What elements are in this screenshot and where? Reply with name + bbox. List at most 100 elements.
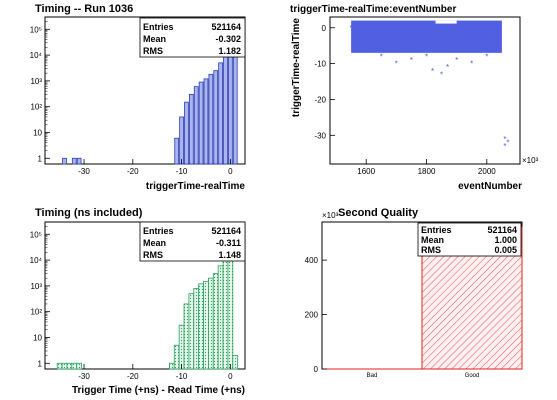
- x-tick-label: -10: [176, 167, 188, 176]
- histogram-bin: [232, 355, 239, 370]
- histogram-bar: [208, 73, 214, 165]
- y-tick-label: -20: [314, 95, 326, 104]
- scatter-point: *: [380, 52, 383, 61]
- x-tick-label: -30: [78, 167, 90, 176]
- histogram-bar: [193, 86, 199, 165]
- scatter-point: *: [431, 67, 434, 76]
- plot-frame: [329, 16, 521, 165]
- histogram-bin: [208, 277, 214, 370]
- histogram-bar: [71, 157, 77, 165]
- y-tick-label: 10²: [30, 308, 42, 317]
- histogram-bar: [62, 157, 67, 165]
- y-axis: 0 -10 -20 -30: [314, 24, 335, 140]
- scatter-point: *: [425, 52, 428, 61]
- histogram-bar: [218, 62, 223, 165]
- y-axis: 0 200 400: [305, 256, 327, 374]
- stats-value: -0.302: [215, 34, 241, 44]
- x-tick-label: Good: [465, 373, 480, 379]
- panel-timing-run: Timing -- Run 1036 1 10 10² 10³ 10⁴ 10⁵ -30 -2…: [30, 3, 246, 192]
- y-tick-label: 0: [322, 24, 327, 33]
- stats-label: RMS: [143, 46, 163, 56]
- stats-value: 1.182: [218, 46, 241, 56]
- histogram-bin: [61, 362, 68, 370]
- stats-label: RMS: [421, 245, 441, 255]
- stats-box: Entries 521164 Mean -0.302 RMS 1.182: [139, 17, 246, 58]
- histogram-bar: [184, 101, 189, 165]
- y-tick-label: 10: [33, 128, 42, 137]
- stats-value: 1.000: [494, 235, 517, 245]
- y-tick-label: 1: [38, 154, 43, 163]
- histogram-bin: [222, 251, 229, 370]
- stats-value: 521164: [487, 225, 517, 235]
- scatter-point: *: [497, 45, 500, 54]
- scatter-dense-band: [351, 20, 502, 53]
- stats-value: -0.311: [216, 238, 241, 248]
- histogram-bin: [71, 362, 78, 370]
- x-tick-label: Bad: [367, 373, 378, 379]
- stats-box: Entries 521164 Mean -0.311 RMS 1.148: [139, 221, 246, 262]
- scatter-gap: [435, 20, 457, 24]
- histogram-bin: [56, 362, 63, 370]
- scatter-point: *: [446, 63, 449, 72]
- chart-title: Timing -- Run 1036: [35, 3, 133, 15]
- y-tick-label: 10⁵: [30, 25, 42, 34]
- x-axis-title: Trigger Time (+ns) - Read Time (+ns): [72, 385, 245, 396]
- stats-label: Entries: [143, 22, 174, 32]
- y-exponent-label: ×10³: [322, 211, 339, 220]
- x-tick-label: -20: [127, 167, 139, 176]
- histogram-bar: [174, 137, 180, 165]
- y-tick-label: 1: [38, 359, 43, 368]
- y-axis-title: triggerTime-realTime: [291, 18, 302, 118]
- histogram-bin: [198, 283, 204, 370]
- y-tick-label: -30: [314, 131, 326, 140]
- stats-value: 521164: [211, 22, 241, 32]
- chart-title: Second Quality: [338, 207, 419, 219]
- histogram-bin: [66, 362, 73, 370]
- histogram-bars: [62, 21, 238, 165]
- histogram-bin: [76, 362, 82, 370]
- x-exponent-label: ×10³: [522, 156, 539, 165]
- histogram-bar: [188, 93, 194, 165]
- y-tick-label: 10⁵: [30, 230, 42, 239]
- scatter-point: *: [410, 56, 413, 65]
- stats-value: 1.148: [218, 250, 241, 260]
- x-tick-label: 0: [228, 372, 233, 381]
- stats-label: Entries: [421, 225, 452, 235]
- histogram-bin: [217, 265, 224, 370]
- stats-label: Mean: [143, 34, 166, 44]
- x-axis: -30 -20 -10 0: [78, 364, 233, 381]
- stats-label: RMS: [143, 250, 163, 260]
- y-tick-label: 10³: [30, 282, 42, 291]
- scatter-point: *: [506, 138, 509, 147]
- x-axis: Bad Good: [367, 373, 480, 379]
- x-axis-title: eventNumber: [458, 181, 522, 192]
- x-axis: -30 -20 -10 0: [78, 159, 233, 176]
- histogram-bar: [203, 78, 209, 165]
- scatter-point: *: [485, 52, 488, 61]
- x-tick-label: 0: [228, 167, 233, 176]
- y-axis: 1 10 10² 10³ 10⁴ 10⁵: [30, 16, 50, 163]
- histogram-bin: [178, 324, 185, 370]
- x-tick-label: 1600: [357, 167, 375, 176]
- stats-box: Entries 521164 Mean 1.000 RMS 0.005: [417, 222, 522, 257]
- scatter-point: *: [395, 60, 398, 69]
- plot-frame: [44, 16, 246, 165]
- x-tick-label: 2000: [478, 167, 496, 176]
- y-tick-label: 0: [314, 365, 319, 374]
- x-tick-label: -20: [127, 372, 139, 381]
- histogram-bin: [183, 303, 190, 370]
- scatter-point: *: [503, 135, 506, 144]
- x-tick-label: -30: [78, 372, 90, 381]
- y-tick-label: 10²: [30, 103, 42, 112]
- stats-label: Mean: [421, 235, 444, 245]
- y-tick-label: 200: [305, 311, 319, 320]
- histogram-bar: [179, 116, 184, 165]
- histogram-bar: [76, 157, 82, 165]
- stats-value: 0.005: [494, 245, 517, 255]
- stats-label: Mean: [143, 238, 166, 248]
- histogram-bar: [213, 70, 219, 165]
- scatter-point: *: [350, 24, 353, 33]
- y-tick-label: 10⁴: [30, 51, 43, 60]
- scatter-point: *: [503, 142, 506, 151]
- stats-label: Entries: [143, 226, 174, 236]
